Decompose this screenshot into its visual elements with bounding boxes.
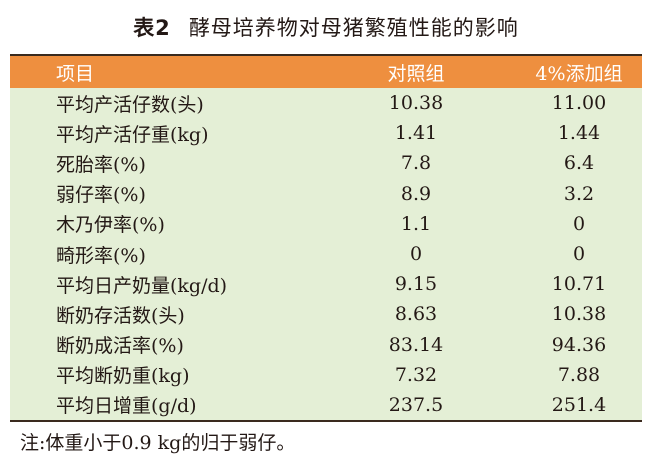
row-label: 断奶存活数(头) (56, 304, 185, 327)
table-row: 平均日产奶量(kg/d) 9.15 10.71 (10, 269, 642, 299)
row-label: 断奶成活率(%) (56, 335, 184, 358)
cell: 237.5 (388, 393, 444, 416)
header-row: 项目 对照组 4%添加组 (10, 56, 642, 88)
row-label: 木乃伊率(%) (56, 214, 165, 237)
table-body: 平均产活仔数(头) 10.38 11.00 平均产活仔重(kg) 1.41 1.44 死胎率… (10, 88, 642, 421)
cell: 3.2 (563, 182, 595, 205)
footnote: 注:体重小于0.9 kg的归于弱仔。 (20, 432, 296, 454)
cell: 1.1 (400, 212, 432, 235)
row-label: 平均断奶重(kg) (56, 365, 190, 388)
column-header: 对照组 (387, 62, 445, 85)
table-row: 断奶成活率(%) 83.14 94.36 (10, 330, 642, 360)
table-title: 表2 酵母培养物对母猪繁殖性能的影响 (0, 12, 652, 42)
table-head: 项目 对照组 4%添加组 (10, 56, 642, 88)
table-frame: 项目 对照组 4%添加组 平均产活仔数(头) 10.38 11.00 平均产活仔重(kg)… (10, 54, 642, 423)
row-label: 弱仔率(%) (56, 184, 146, 207)
table-row: 断奶存活数(头) 8.63 10.38 (10, 299, 642, 329)
cell: 9.15 (394, 273, 438, 296)
cell: 10.38 (388, 92, 444, 115)
data-table: 项目 对照组 4%添加组 平均产活仔数(头) 10.38 11.00 平均产活仔重(kg)… (10, 56, 642, 421)
table-row: 死胎率(%) 7.8 6.4 (10, 148, 642, 178)
cell: 10.71 (551, 273, 607, 296)
cell: 11.00 (551, 92, 607, 115)
table-row: 弱仔率(%) 8.9 3.2 (10, 179, 642, 209)
table-row: 平均断奶重(kg) 7.32 7.88 (10, 360, 642, 390)
cell: 6.4 (563, 152, 595, 175)
cell: 7.32 (394, 363, 438, 386)
table-row: 平均产活仔数(头) 10.38 11.00 (10, 88, 642, 118)
cell: 83.14 (388, 333, 444, 356)
row-label: 平均产活仔数(头) (56, 93, 204, 116)
table-row: 畸形率(%) 0 0 (10, 239, 642, 269)
cell: 94.36 (551, 333, 607, 356)
cell: 1.44 (557, 122, 601, 145)
table-row: 平均日增重(g/d) 237.5 251.4 (10, 390, 642, 420)
row-label: 畸形率(%) (56, 244, 146, 267)
column-header: 项目 (56, 62, 95, 85)
column-header: 4%添加组 (535, 62, 623, 85)
cell: 8.63 (394, 303, 438, 326)
row-label: 平均日增重(g/d) (56, 395, 197, 418)
cell: 251.4 (551, 393, 607, 416)
table-label: 表2 (133, 16, 171, 40)
row-label: 平均日产奶量(kg/d) (56, 274, 228, 297)
cell: 10.38 (551, 303, 607, 326)
cell: 0 (572, 212, 586, 235)
title-text: 酵母培养物对母猪繁殖性能的影响 (188, 16, 519, 40)
cell: 7.88 (557, 363, 601, 386)
cell: 1.41 (394, 122, 438, 145)
cell: 8.9 (400, 182, 432, 205)
table-row: 木乃伊率(%) 1.1 0 (10, 209, 642, 239)
row-label: 死胎率(%) (56, 153, 146, 176)
cell: 7.8 (400, 152, 432, 175)
table-row: 平均产活仔重(kg) 1.41 1.44 (10, 118, 642, 148)
cell: 0 (409, 243, 423, 266)
row-label: 平均产活仔重(kg) (56, 123, 209, 146)
cell: 0 (572, 243, 586, 266)
